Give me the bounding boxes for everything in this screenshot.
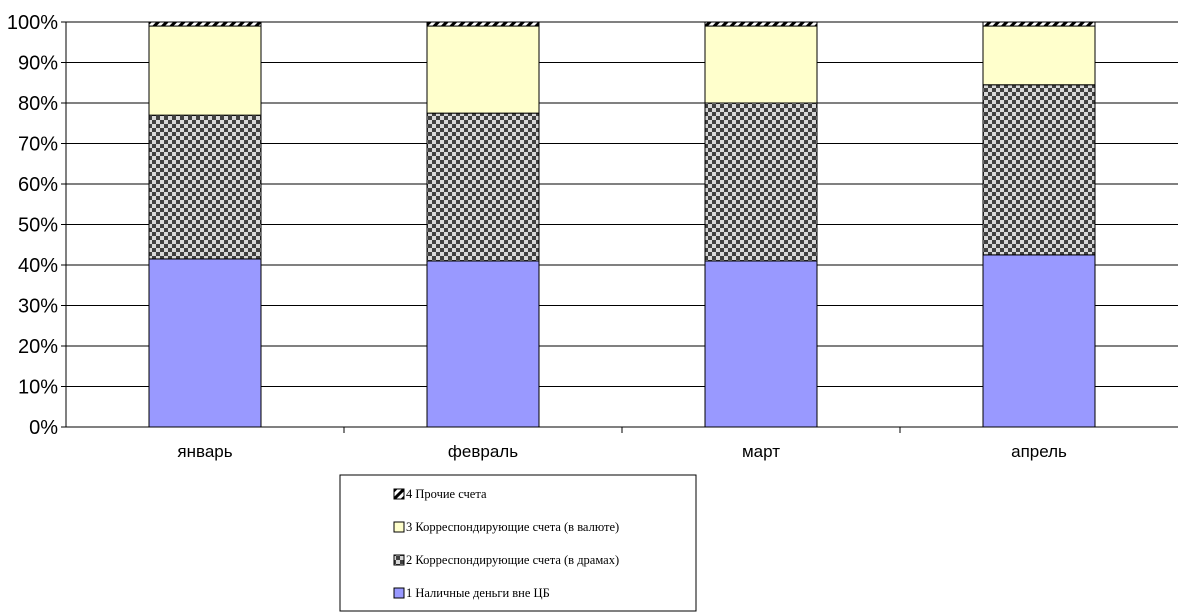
y-axis-tick-labels: 0% 10% 20% 30% 40% 50% 60% 70% 80% 90% 100% (7, 12, 58, 439)
legend-entry-series-4: 4 Прочие счета (406, 487, 487, 501)
x-axis-category-labels: январь февраль март апрель (177, 442, 1067, 461)
y-tick-label: 10% (18, 377, 58, 399)
bar-segment-series-4-2 (704, 21, 818, 27)
category-label: февраль (448, 442, 518, 461)
legend-entry-series-3: 3 Корреспондирующие счета (в валюте) (406, 520, 619, 534)
bar-segment-series-3-1 (426, 25, 540, 114)
y-tick-label: 60% (18, 174, 58, 196)
bar-segment-series-1-0 (148, 258, 262, 428)
legend-entry-series-2: 2 Корреспондирующие счета (в драмах) (406, 553, 619, 567)
bar-segment-series-4-1 (426, 21, 540, 27)
bar-segment-series-2-3 (982, 84, 1096, 256)
y-tick-label: 70% (18, 134, 58, 156)
legend-swatch-series-4 (393, 488, 405, 500)
y-tick-label: 20% (18, 336, 58, 358)
category-label: апрель (1011, 442, 1067, 461)
bar-segment-series-1-3 (982, 254, 1096, 428)
bar-segment-series-4-0 (148, 21, 262, 27)
bar-segment-series-4-3 (982, 21, 1096, 27)
y-tick-label: 40% (18, 255, 58, 277)
bar-segment-series-2-0 (148, 114, 262, 260)
y-tick-label: 0% (29, 417, 58, 439)
axes (61, 21, 1178, 433)
bar-segment-series-3-0 (148, 25, 262, 116)
bar-segment-series-1-1 (426, 260, 540, 428)
y-tick-label: 80% (18, 93, 58, 115)
legend-swatch-series-1 (393, 587, 405, 599)
legend-entry-series-1: 1 Наличные деньги вне ЦБ (406, 586, 550, 600)
y-tick-label: 50% (18, 215, 58, 237)
bar-segment-series-2-2 (704, 102, 818, 262)
category-label: январь (177, 442, 232, 461)
bar-segment-series-1-2 (704, 260, 818, 428)
bar-segment-series-3-2 (704, 25, 818, 104)
y-tick-label: 30% (18, 296, 58, 318)
y-tick-label: 90% (18, 53, 58, 75)
bars (148, 21, 1096, 428)
legend: 4 Прочие счета 3 Корреспондирующие счета … (339, 474, 697, 612)
category-label: март (742, 442, 780, 461)
y-tick-label: 100% (7, 12, 58, 34)
bar-segment-series-2-1 (426, 112, 540, 262)
bar-segment-series-3-3 (982, 25, 1096, 86)
legend-swatch-series-2 (393, 554, 405, 566)
legend-swatch-series-3 (393, 521, 405, 533)
